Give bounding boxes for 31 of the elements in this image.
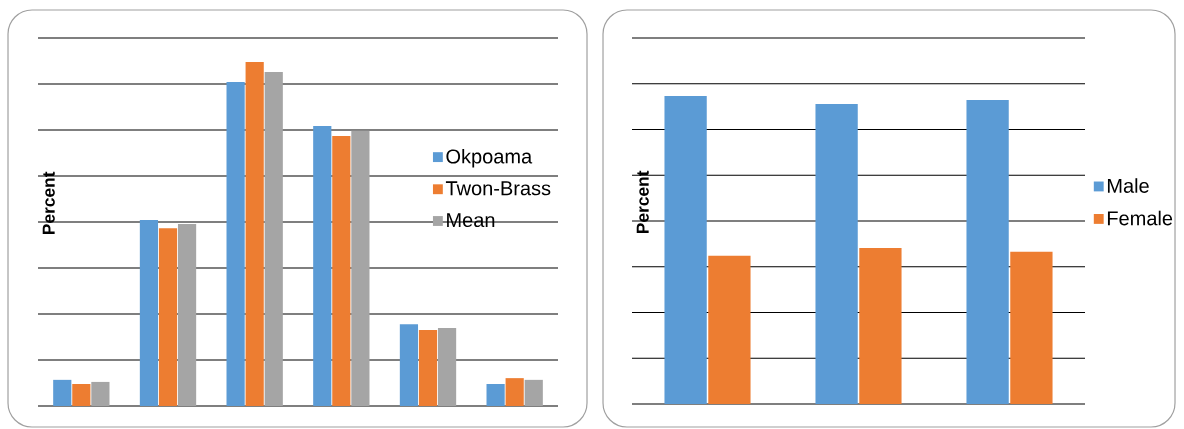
bar <box>351 130 370 406</box>
bar <box>505 378 524 406</box>
bar <box>91 381 110 406</box>
bar <box>664 95 707 404</box>
bar <box>437 327 457 406</box>
bar <box>72 383 91 406</box>
bar <box>486 383 505 406</box>
y-axis-title: Percent <box>636 170 649 233</box>
bar <box>226 82 245 406</box>
bar <box>245 62 264 406</box>
bar <box>399 324 419 406</box>
bar <box>313 126 332 406</box>
legend-label: Okpoama <box>446 148 533 168</box>
bar <box>418 329 438 406</box>
bar <box>524 379 543 406</box>
bar <box>158 228 178 406</box>
y-axis-title: Percent <box>42 171 55 234</box>
bar <box>708 255 751 404</box>
legend-label: Female <box>1107 210 1173 226</box>
bar <box>53 379 72 406</box>
bar <box>859 248 902 404</box>
bar <box>177 224 197 406</box>
bar <box>264 72 283 406</box>
bar <box>815 103 858 404</box>
bar <box>139 219 159 406</box>
legend-label: Male <box>1107 178 1149 193</box>
legend-label: Twon-Brass <box>445 181 551 196</box>
legend-label: Mean <box>447 213 495 228</box>
bar <box>966 99 1009 404</box>
bar <box>332 136 351 406</box>
bar <box>1010 251 1053 404</box>
